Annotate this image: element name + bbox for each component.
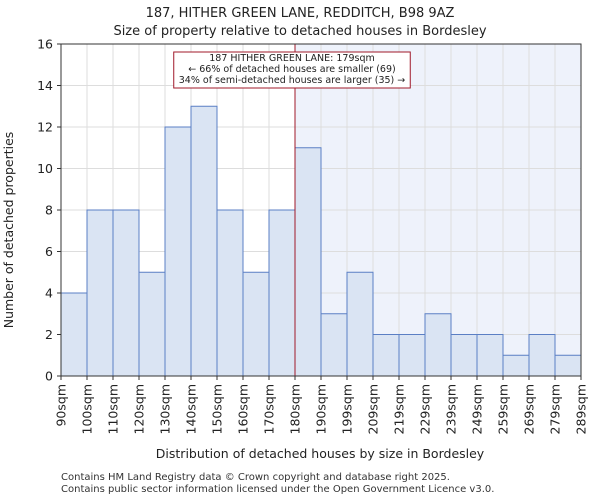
x-tick-label: 239sqm [444, 384, 459, 434]
footer-line-1: Contains HM Land Registry data © Crown c… [61, 472, 450, 483]
bar-259sqm [502, 354, 530, 377]
annotation-box [173, 51, 411, 89]
chart-subtitle: Size of property relative to detached ho… [113, 24, 486, 39]
y-tick-label: 14 [37, 78, 53, 93]
y-tick-label: 8 [45, 203, 53, 218]
chart: 0 2 4 6 8 10 12 14 16 90sqm 100sqm 110sqm 120sqm 130… [1, 6, 589, 461]
x-tick-label: 289sqm [574, 384, 589, 434]
x-tick-label: 180sqm [288, 384, 303, 434]
x-tick-label: 100sqm [80, 384, 95, 434]
annotation: 187 HITHER GREEN LANE: 179sqm ← 66% of d… [173, 51, 411, 89]
y-tick-label: 16 [37, 37, 53, 52]
bar-279sqm [554, 354, 582, 377]
bar-229sqm [424, 313, 452, 377]
bar-100sqm [86, 209, 114, 377]
x-tick-label: 130sqm [158, 384, 173, 434]
x-tick-label: 90sqm [54, 384, 69, 427]
bar-219sqm [398, 334, 426, 377]
x-tick-label: 219sqm [392, 384, 407, 434]
x-tick-label: 140sqm [184, 384, 199, 434]
bar-249sqm [476, 334, 504, 377]
bar-150sqm [216, 209, 244, 377]
bar-130sqm [164, 126, 192, 377]
bars [60, 105, 582, 377]
bar-180sqm [294, 147, 322, 377]
bar-190sqm [320, 313, 348, 377]
y-tick-label: 12 [37, 120, 53, 135]
x-axis-label: Distribution of detached houses by size … [156, 446, 485, 461]
y-axis-label: Number of detached properties [1, 132, 16, 329]
x-tick-label: 190sqm [314, 384, 329, 434]
x-tick-label: 199sqm [340, 384, 355, 434]
annotation-line-3: 34% of semi-detached houses are larger (… [179, 75, 406, 86]
x-tick-label: 269sqm [522, 384, 537, 434]
bar-209sqm [372, 334, 400, 377]
y-axis-ticks: 0 2 4 6 8 10 12 14 16 [37, 37, 61, 384]
bar-140sqm [190, 105, 218, 377]
x-axis-ticks: 90sqm 100sqm 110sqm 120sqm 130sqm 140sqm 150sq… [54, 376, 589, 434]
y-tick-label: 0 [45, 369, 53, 384]
bar-90sqm [60, 292, 88, 377]
x-tick-label: 170sqm [262, 384, 277, 434]
x-tick-label: 150sqm [210, 384, 225, 434]
bar-199sqm [346, 271, 374, 377]
annotation-line-1: 187 HITHER GREEN LANE: 179sqm [209, 53, 374, 64]
y-tick-label: 6 [45, 244, 53, 259]
chart-title: 187, HITHER GREEN LANE, REDDITCH, B98 9A… [146, 6, 455, 21]
y-tick-label: 2 [45, 327, 53, 342]
bar-239sqm [450, 334, 478, 377]
annotation-line-2: ← 66% of detached houses are smaller (69… [188, 64, 395, 75]
x-tick-label: 209sqm [366, 384, 381, 434]
bar-170sqm [268, 209, 296, 377]
footer-line-2: Contains public sector information licen… [61, 484, 495, 495]
x-tick-label: 259sqm [496, 384, 511, 434]
x-tick-label: 120sqm [132, 384, 147, 434]
bar-110sqm [112, 209, 140, 377]
y-tick-label: 4 [45, 286, 53, 301]
bar-269sqm [528, 334, 556, 377]
x-tick-label: 249sqm [470, 384, 485, 434]
bar-120sqm [138, 271, 166, 377]
x-tick-label: 110sqm [106, 384, 121, 434]
x-tick-label: 160sqm [236, 384, 251, 434]
bar-160sqm [242, 271, 270, 377]
x-tick-label: 229sqm [418, 384, 433, 434]
x-tick-label: 279sqm [548, 384, 563, 434]
y-tick-label: 10 [37, 161, 53, 176]
